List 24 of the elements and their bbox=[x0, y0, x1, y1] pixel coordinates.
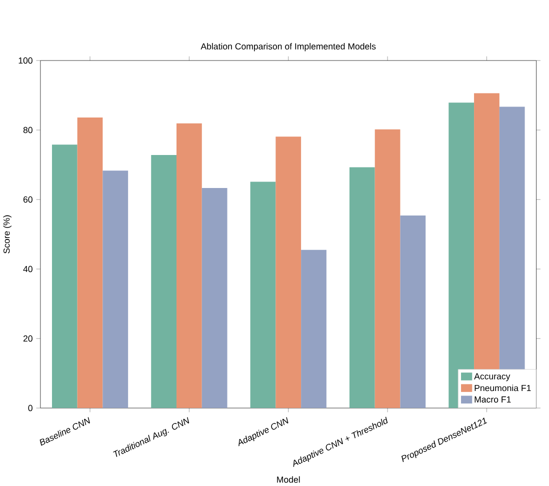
chart-title: Ablation Comparison of Implemented Models bbox=[200, 43, 376, 52]
y-axis-title: Score (%) bbox=[3, 215, 12, 254]
legend-label: Macro F1 bbox=[474, 396, 511, 403]
bar bbox=[374, 129, 400, 408]
bar bbox=[77, 118, 103, 408]
bar bbox=[301, 250, 326, 408]
bar bbox=[202, 188, 228, 408]
bar bbox=[176, 123, 202, 408]
y-tick-label: 80 bbox=[23, 126, 32, 134]
bar bbox=[276, 136, 302, 408]
y-tick-label: 20 bbox=[23, 335, 32, 342]
x-axis-title: Model bbox=[277, 476, 300, 483]
y-tick-label: 100 bbox=[18, 57, 32, 64]
bar bbox=[250, 182, 276, 408]
y-tick-label: 60 bbox=[23, 196, 32, 203]
bar bbox=[151, 155, 176, 408]
bar bbox=[52, 144, 78, 408]
bar bbox=[102, 170, 128, 408]
y-tick-label: 0 bbox=[28, 404, 32, 412]
bar bbox=[349, 167, 375, 408]
bar bbox=[400, 216, 426, 408]
legend-label: Pneumonia F1 bbox=[474, 384, 531, 392]
y-tick-label: 40 bbox=[23, 266, 32, 272]
legend-label: Accuracy bbox=[474, 373, 510, 382]
